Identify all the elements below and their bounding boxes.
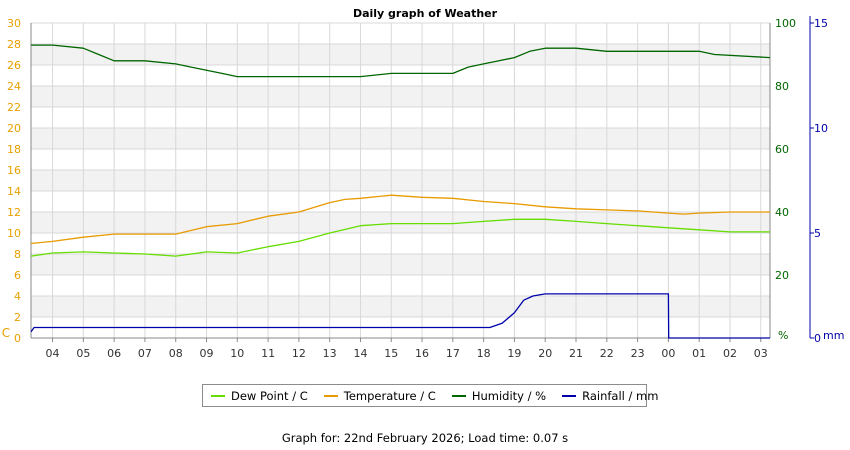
x-tick-label: 18 (477, 347, 491, 360)
grid-band (31, 86, 770, 107)
x-tick-label: 13 (323, 347, 337, 360)
y-humidity-tick-label: 60 (775, 143, 789, 156)
x-tick-label: 22 (600, 347, 614, 360)
y-left-unit-label: C (2, 326, 10, 340)
y-humidity-tick-label: 40 (775, 206, 789, 219)
y-rain-tick-label: 10 (814, 122, 828, 135)
y-left-tick-label: 4 (14, 290, 21, 303)
x-tick-label: 19 (507, 347, 521, 360)
x-tick-label: 16 (415, 347, 429, 360)
x-tick-label: 05 (76, 347, 90, 360)
legend-item-temperature: Temperature / C (318, 389, 436, 403)
y-left-tick-label: 10 (7, 227, 21, 240)
grid-band (31, 170, 770, 191)
x-tick-label: 04 (46, 347, 60, 360)
y-left-tick-label: 18 (7, 143, 21, 156)
y-left-tick-label: 16 (7, 164, 21, 177)
grid-band (31, 212, 770, 233)
x-tick-label: 00 (661, 347, 675, 360)
x-tick-label: 14 (353, 347, 367, 360)
x-tick-label: 12 (292, 347, 306, 360)
y-left-tick-label: 6 (14, 269, 21, 282)
y-left-tick-label: 14 (7, 185, 21, 198)
x-tick-label: 23 (631, 347, 645, 360)
y-left-tick-label: 28 (7, 38, 21, 51)
y-left-tick-label: 0 (14, 332, 21, 345)
legend-item-dew-point: Dew Point / C (205, 389, 308, 403)
legend-label-dew-point: Dew Point / C (231, 388, 308, 403)
series-line-rainfall (30, 293, 770, 339)
x-tick-label: 15 (384, 347, 398, 360)
x-tick-label: 07 (138, 347, 152, 360)
x-tick-label: 11 (261, 347, 275, 360)
grid-band (31, 44, 770, 65)
x-tick-label: 09 (200, 347, 214, 360)
series-line-temperature (30, 194, 770, 245)
x-tick-label: 03 (754, 347, 768, 360)
series-line-humidity (31, 44, 771, 78)
x-tick-label: 06 (107, 347, 121, 360)
x-tick-label: 20 (538, 347, 552, 360)
legend-item-rainfall: Rainfall / mm (556, 389, 658, 403)
y-humidity-tick-label: 20 (775, 269, 789, 282)
y-left-tick-label: 8 (14, 248, 21, 261)
y-left-tick-label: 2 (14, 311, 21, 324)
y-rain-tick-label: 0 (814, 332, 821, 345)
y-left-tick-label: 30 (7, 17, 21, 30)
legend-label-temperature: Temperature / C (343, 388, 436, 403)
y-humidity-unit-label: % (778, 329, 788, 342)
y-left-tick-label: 22 (7, 101, 21, 114)
x-tick-label: 02 (723, 347, 737, 360)
x-tick-label: 08 (169, 347, 183, 360)
y-left-tick-label: 26 (7, 59, 21, 72)
y-left-tick-label: 20 (7, 122, 21, 135)
legend-swatch-temperature (323, 394, 338, 397)
y-rain-tick-label: 5 (814, 227, 821, 240)
y-humidity-tick-label: 80 (775, 80, 789, 93)
x-tick-label: 01 (692, 347, 706, 360)
grid-band (31, 254, 770, 275)
legend-label-humidity: Humidity / % (471, 388, 547, 403)
x-tick-label: 21 (569, 347, 583, 360)
weather-chart: 04 05 06 07 08 09 10 11 12 13 14 15 16 17 18 19 20 21 22 23… (2, 7, 845, 360)
y-left-tick-label: 24 (7, 80, 21, 93)
x-tick-label: 10 (230, 347, 244, 360)
y-rain-tick-label: 15 (814, 17, 828, 30)
legend-item-humidity: Humidity / % (446, 389, 546, 403)
grid-band (31, 128, 770, 149)
series-line-dew-point (30, 218, 770, 257)
y-humidity-tick-label: 100 (775, 17, 796, 30)
x-tick-label: 17 (446, 347, 460, 360)
legend-swatch-dew-point (211, 394, 225, 397)
y-left-tick-label: 12 (7, 206, 21, 219)
grid-band (31, 296, 770, 317)
y-rain-unit-label: mm (823, 329, 844, 342)
legend-label-rainfall: Rainfall / mm (582, 388, 659, 403)
legend-swatch-humidity (451, 394, 466, 397)
legend-swatch-rainfall (562, 394, 577, 397)
chart-legend: Dew Point / C Temperature / C Humidity /… (202, 384, 658, 407)
chart-title: Daily graph of Weather (353, 7, 498, 20)
footer-status: Graph for: 22nd February 2026; Load time… (281, 431, 569, 445)
